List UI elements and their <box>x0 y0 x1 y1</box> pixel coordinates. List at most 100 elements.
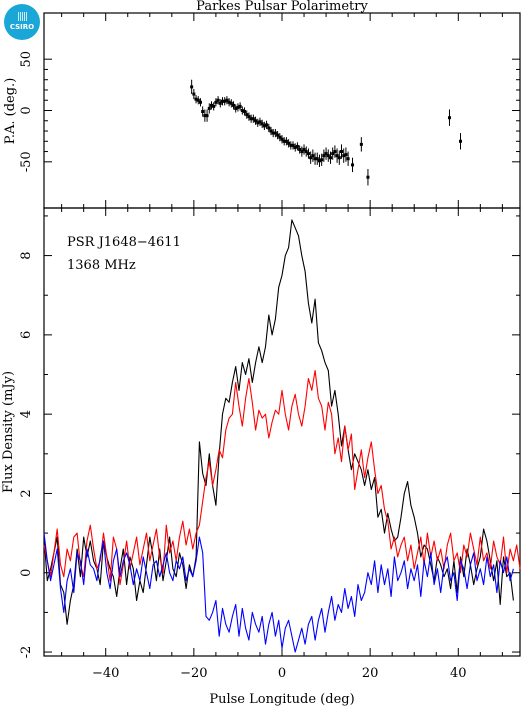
flux-xtick-label: 20 <box>362 666 379 681</box>
pa-point <box>366 175 370 179</box>
pa-point <box>256 121 260 125</box>
pa-point <box>289 143 293 147</box>
pa-point <box>298 148 302 151</box>
flux-lines <box>43 219 521 653</box>
pa-point <box>258 120 262 124</box>
flux-ytick-label: 0 <box>19 569 34 577</box>
pa-ytick-label: -50 <box>19 151 34 172</box>
pa-point <box>333 150 337 154</box>
frequency-annotation: 1368 MHz <box>67 258 136 273</box>
pa-point <box>209 103 213 107</box>
pa-point <box>351 163 355 167</box>
flux-xtick-label: 0 <box>278 666 286 681</box>
pa-point <box>247 115 251 119</box>
pa-point <box>295 144 299 148</box>
flux-series-line-2 <box>43 533 514 653</box>
pa-point <box>207 106 211 110</box>
pa-point <box>282 139 286 143</box>
pa-point <box>201 110 205 114</box>
pa-point <box>223 99 227 103</box>
pa-points <box>190 79 462 186</box>
pa-point <box>322 154 326 158</box>
pa-point <box>359 142 363 146</box>
pa-point <box>278 135 282 139</box>
pa-ytick-label: 0 <box>19 106 34 114</box>
flux-xlabel: Pulse Longitude (deg) <box>209 692 354 707</box>
pa-point <box>198 100 202 104</box>
pa-point <box>262 124 266 128</box>
pa-point <box>251 117 255 121</box>
pa-point <box>328 156 332 160</box>
pa-ylabel: P.A. (deg.) <box>3 78 18 145</box>
flux-ylabel: Flux Density (mJy) <box>1 371 16 493</box>
flux-axis-ticks: -2 0 2 4 6 8 −40 −20 0 20 40 <box>19 208 520 681</box>
pa-point <box>340 150 343 154</box>
pa-point <box>216 98 220 102</box>
pa-ytick-label: 50 <box>19 51 34 68</box>
pa-point <box>212 104 216 108</box>
flux-ytick-label: 2 <box>19 489 34 497</box>
pa-point <box>302 148 306 151</box>
flux-ytick-label: -2 <box>19 646 34 659</box>
pa-point <box>245 113 249 117</box>
pa-point <box>229 101 233 105</box>
pa-point <box>249 117 253 121</box>
pa-point <box>232 103 236 107</box>
pa-point <box>203 114 207 118</box>
flux-xtick-label: 40 <box>450 666 467 681</box>
pa-point <box>324 152 328 156</box>
pa-point <box>234 106 238 110</box>
pa-point <box>344 153 348 157</box>
pa-point <box>260 122 264 126</box>
logo-bars-icon: ||||| <box>16 12 28 22</box>
pa-point <box>300 150 304 154</box>
pa-point <box>190 85 194 89</box>
pa-point <box>214 100 218 104</box>
logo-text: CSIRO <box>9 23 35 31</box>
pa-point <box>280 137 284 141</box>
flux-ytick-label: 4 <box>19 410 34 418</box>
chart-title: Parkes Pulsar Polarimetry <box>196 0 368 14</box>
pa-point <box>243 110 247 114</box>
pa-point <box>269 129 273 133</box>
pa-point <box>293 145 297 149</box>
pa-point <box>447 116 451 120</box>
pa-point <box>240 109 244 112</box>
flux-series-line-0 <box>43 219 514 625</box>
pa-point <box>311 154 315 158</box>
flux-series-line-1 <box>43 369 521 586</box>
pa-point <box>267 126 271 130</box>
pa-panel-frame <box>43 12 521 209</box>
pa-point <box>306 152 310 156</box>
flux-xtick-label: −20 <box>180 666 207 681</box>
pa-point <box>346 157 350 161</box>
pa-point <box>273 131 277 135</box>
pa-point <box>196 98 200 102</box>
pa-point <box>192 92 196 96</box>
pa-point <box>304 150 308 154</box>
pa-point <box>342 154 346 158</box>
pa-point <box>221 99 224 103</box>
pa-point <box>218 101 222 105</box>
pa-point <box>337 156 341 160</box>
flux-xtick-label: −40 <box>92 666 119 681</box>
pa-point <box>225 98 229 102</box>
pa-point <box>194 97 198 101</box>
pa-point <box>320 158 324 162</box>
pa-point <box>291 143 295 147</box>
pa-point <box>331 152 335 156</box>
flux-ytick-label: 6 <box>19 331 34 339</box>
pa-point <box>335 154 339 158</box>
pa-point <box>238 104 242 108</box>
pa-point <box>309 156 313 160</box>
pa-point <box>284 139 288 143</box>
pa-axis-ticks: -50 0 50 <box>19 13 520 208</box>
pa-point <box>313 157 317 161</box>
pa-point <box>254 119 258 123</box>
pa-point <box>459 139 462 143</box>
pa-point <box>227 100 231 104</box>
pa-point <box>315 157 319 161</box>
pa-point <box>236 105 240 109</box>
pa-point <box>265 123 269 127</box>
